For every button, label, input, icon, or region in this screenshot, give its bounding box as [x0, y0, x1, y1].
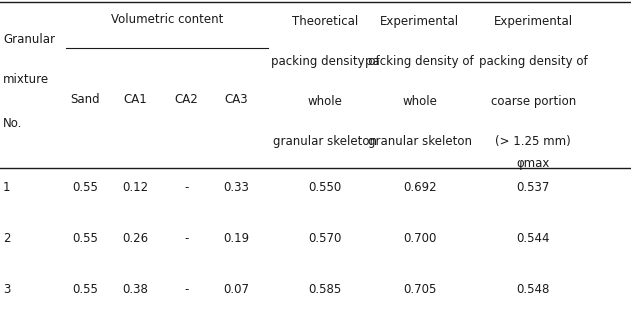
Text: 2: 2 — [3, 232, 11, 245]
Text: packing density of: packing density of — [479, 55, 587, 68]
Text: 0.38: 0.38 — [122, 283, 149, 296]
Text: Theoretical: Theoretical — [292, 15, 358, 28]
Text: 0.12: 0.12 — [122, 181, 149, 194]
Text: -: - — [184, 283, 188, 296]
Text: mixture: mixture — [3, 73, 49, 86]
Text: 0.19: 0.19 — [223, 232, 250, 245]
Text: 0.55: 0.55 — [72, 181, 98, 194]
Text: 0.705: 0.705 — [403, 283, 436, 296]
Text: 0.33: 0.33 — [223, 181, 250, 194]
Text: 0.55: 0.55 — [72, 283, 98, 296]
Text: φmax: φmax — [517, 157, 550, 170]
Text: 0.550: 0.550 — [309, 181, 341, 194]
Text: 0.07: 0.07 — [223, 283, 250, 296]
Text: 0.570: 0.570 — [309, 232, 341, 245]
Text: 0.548: 0.548 — [517, 283, 550, 296]
Text: whole: whole — [307, 95, 343, 108]
Text: Experimental: Experimental — [380, 15, 459, 28]
Text: 0.585: 0.585 — [309, 283, 341, 296]
Text: (> 1.25 mm): (> 1.25 mm) — [495, 135, 571, 148]
Text: -: - — [184, 181, 188, 194]
Text: packing density of: packing density of — [365, 55, 474, 68]
Text: 1: 1 — [3, 181, 11, 194]
Text: packing density of: packing density of — [271, 55, 379, 68]
Text: granular skeleton: granular skeleton — [368, 135, 471, 148]
Text: whole: whole — [402, 95, 437, 108]
Text: 0.692: 0.692 — [403, 181, 437, 194]
Text: Granular: Granular — [3, 33, 55, 46]
Text: CA1: CA1 — [124, 93, 148, 106]
Text: 0.700: 0.700 — [403, 232, 436, 245]
Text: CA3: CA3 — [225, 93, 249, 106]
Text: 0.537: 0.537 — [517, 181, 550, 194]
Text: 0.26: 0.26 — [122, 232, 149, 245]
Text: CA2: CA2 — [174, 93, 198, 106]
Text: coarse portion: coarse portion — [490, 95, 576, 108]
Text: Sand: Sand — [71, 93, 100, 106]
Text: 0.55: 0.55 — [72, 232, 98, 245]
Text: Experimental: Experimental — [493, 15, 573, 28]
Text: granular skeleton: granular skeleton — [273, 135, 377, 148]
Text: 0.544: 0.544 — [516, 232, 550, 245]
Text: No.: No. — [3, 117, 23, 130]
Text: Volumetric content: Volumetric content — [111, 13, 223, 26]
Text: 3: 3 — [3, 283, 11, 296]
Text: -: - — [184, 232, 188, 245]
